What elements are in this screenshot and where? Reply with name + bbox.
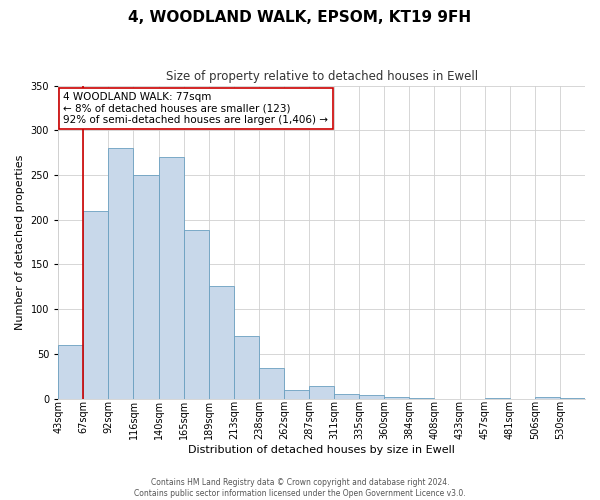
Title: Size of property relative to detached houses in Ewell: Size of property relative to detached ho… (166, 70, 478, 83)
Bar (359, 395, 385, 398)
Bar (259, 368, 284, 398)
Y-axis label: Number of detached properties: Number of detached properties (15, 154, 25, 330)
Bar (184, 230, 209, 398)
Bar (234, 336, 259, 398)
Bar (158, 157, 184, 398)
Text: 4, WOODLAND WALK, EPSOM, KT19 9FH: 4, WOODLAND WALK, EPSOM, KT19 9FH (128, 10, 472, 25)
Text: Contains HM Land Registry data © Crown copyright and database right 2024.
Contai: Contains HM Land Registry data © Crown c… (134, 478, 466, 498)
Bar (309, 386, 334, 398)
Bar (334, 394, 359, 398)
Bar (284, 390, 309, 398)
Bar (133, 175, 158, 398)
X-axis label: Distribution of detached houses by size in Ewell: Distribution of detached houses by size … (188, 445, 455, 455)
Bar (83, 211, 109, 398)
Bar (535, 397, 560, 398)
Bar (209, 286, 234, 399)
Bar (109, 148, 133, 399)
Text: 4 WOODLAND WALK: 77sqm
← 8% of detached houses are smaller (123)
92% of semi-det: 4 WOODLAND WALK: 77sqm ← 8% of detached … (64, 92, 328, 125)
Bar (385, 397, 409, 398)
Bar (58, 345, 83, 399)
